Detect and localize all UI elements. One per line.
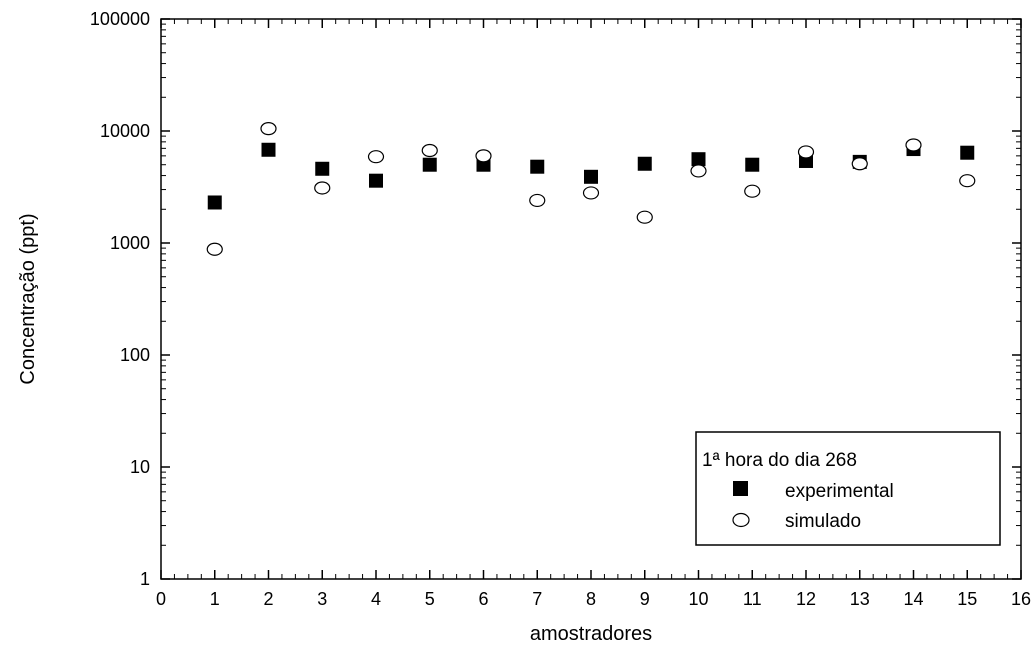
x-tick-label: 16 xyxy=(1011,589,1031,609)
point-simulado xyxy=(582,186,600,200)
x-tick-label: 6 xyxy=(478,589,488,609)
point-experimental xyxy=(691,152,706,167)
x-tick-label: 1 xyxy=(210,589,220,609)
point-simulado xyxy=(421,143,438,158)
x-tick-label: 14 xyxy=(903,589,923,609)
point-experimental xyxy=(584,169,598,184)
legend-marker-simulado xyxy=(732,512,750,528)
point-experimental xyxy=(637,156,652,171)
x-tick-label: 13 xyxy=(850,589,870,609)
legend-label-simulado: simulado xyxy=(785,511,861,532)
x-tick-label: 15 xyxy=(957,589,977,609)
point-simulado xyxy=(475,149,492,163)
point-experimental xyxy=(369,173,383,188)
point-experimental xyxy=(530,159,545,174)
y-tick-label: 100 xyxy=(120,345,150,365)
x-tick-label: 7 xyxy=(532,589,542,609)
point-simulado xyxy=(367,150,385,164)
point-experimental xyxy=(745,157,760,172)
legend: 1ª hora do dia 268 experimental simulado xyxy=(695,431,1001,546)
x-tick-label: 5 xyxy=(425,589,435,609)
x-tick-label: 3 xyxy=(317,589,327,609)
point-experimental xyxy=(960,145,975,160)
point-simulado xyxy=(636,210,653,224)
legend-title: 1ª hora do dia 268 xyxy=(702,450,857,471)
y-tick-label: 10 xyxy=(130,457,150,477)
y-axis-label: Concentração (ppt) xyxy=(17,213,39,384)
point-simulado xyxy=(206,242,223,256)
point-simulado xyxy=(690,164,707,178)
y-tick-label: 1 xyxy=(140,569,150,589)
point-experimental xyxy=(422,157,437,172)
point-simulado xyxy=(260,122,277,136)
x-tick-label: 12 xyxy=(796,589,816,609)
point-simulado xyxy=(744,184,761,198)
x-tick-label: 11 xyxy=(743,589,762,609)
x-tick-label: 4 xyxy=(371,589,381,609)
x-tick-label: 9 xyxy=(640,589,650,609)
legend-marker-experimental xyxy=(733,481,748,496)
data-points xyxy=(206,122,976,256)
point-experimental xyxy=(261,142,276,157)
x-axis-label: amostradores xyxy=(530,623,652,645)
point-experimental xyxy=(315,161,330,176)
point-simulado xyxy=(905,138,922,152)
x-tick-label: 8 xyxy=(586,589,596,609)
tick-labels: 0 1 2 3 4 5 6 7 8 9 10 11 12 13 14 15 161101001000100001… xyxy=(90,9,1031,609)
x-tick-label: 2 xyxy=(263,589,273,609)
y-tick-label: 100000 xyxy=(90,9,150,29)
point-simulado xyxy=(959,174,976,188)
point-simulado xyxy=(529,193,546,208)
x-tick-label: 10 xyxy=(688,589,708,609)
point-experimental xyxy=(207,195,222,210)
point-simulado xyxy=(314,181,331,195)
x-tick-label: 0 xyxy=(156,589,166,609)
y-tick-label: 1000 xyxy=(110,233,150,253)
point-simulado xyxy=(851,157,868,171)
axis-ticks xyxy=(160,18,1022,580)
y-tick-label: 10000 xyxy=(100,121,150,141)
legend-label-experimental: experimental xyxy=(785,481,894,502)
point-simulado xyxy=(797,145,815,159)
